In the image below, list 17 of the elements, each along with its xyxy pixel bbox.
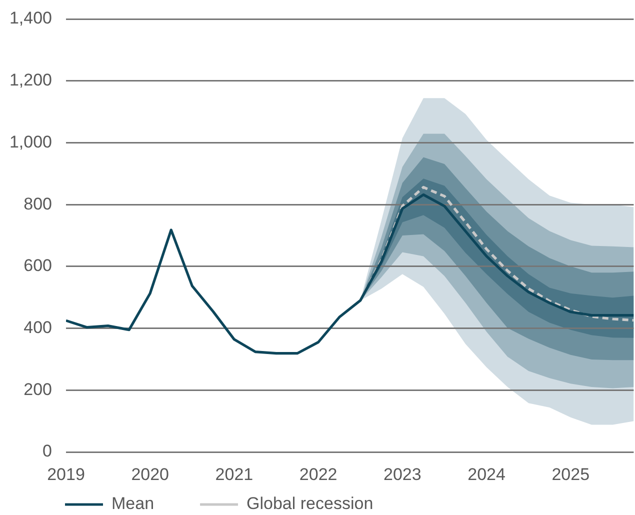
x-tick-label: 2024 xyxy=(468,464,506,484)
x-tick-label: 2020 xyxy=(131,464,170,484)
y-tick-label: 1,000 xyxy=(9,132,52,152)
x-tick-label: 2019 xyxy=(47,464,85,484)
x-tick-label: 2025 xyxy=(552,464,590,484)
y-tick-label: 600 xyxy=(24,256,52,276)
y-tick-label: 800 xyxy=(24,194,52,214)
legend-label: Mean xyxy=(112,494,154,514)
x-tick-label: 2021 xyxy=(215,464,254,484)
y-tick-label: 1,400 xyxy=(9,8,52,28)
y-tick-label: 400 xyxy=(24,318,52,337)
x-tick-label: 2022 xyxy=(299,464,338,484)
x-tick-label: 2023 xyxy=(384,464,422,484)
y-tick-label: 200 xyxy=(24,380,52,399)
y-tick-label: 0 xyxy=(42,442,52,461)
legend-label: Global recession xyxy=(246,494,374,514)
y-tick-label: 1,200 xyxy=(9,70,52,90)
